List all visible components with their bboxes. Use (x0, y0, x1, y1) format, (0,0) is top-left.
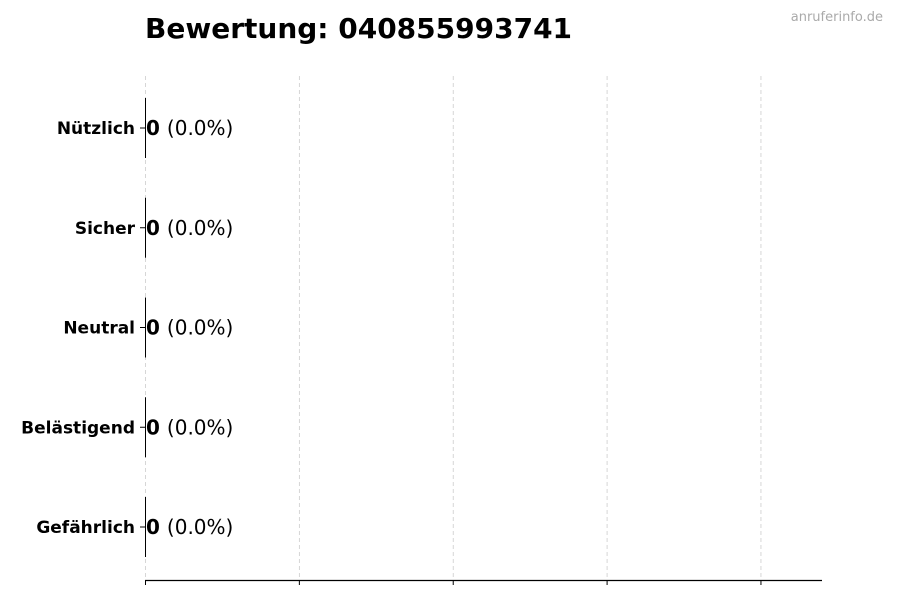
data-label-count: 0 (146, 316, 160, 340)
y-tick-label: Sicher (75, 219, 136, 239)
data-label: 0 (0.0%) (146, 116, 233, 140)
data-label-percent: (0.0%) (167, 116, 233, 140)
data-label: 0 (0.0%) (146, 316, 233, 340)
chart-title: Bewertung: 040855993741 (145, 12, 573, 45)
data-label-count: 0 (146, 216, 160, 240)
data-label-percent: (0.0%) (167, 515, 233, 539)
data-label-count: 0 (146, 515, 160, 539)
data-label-count: 0 (146, 116, 160, 140)
y-tick-label: Belästigend (21, 418, 135, 438)
data-label-percent: (0.0%) (167, 216, 233, 240)
data-label-count: 0 (146, 415, 160, 439)
watermark: anruferinfo.de (790, 10, 883, 25)
y-tick-label: Gefährlich (36, 518, 135, 538)
data-label: 0 (0.0%) (146, 515, 233, 539)
y-tick-label: Nützlich (57, 119, 135, 139)
y-tick-label: Neutral (63, 319, 135, 339)
data-label-percent: (0.0%) (167, 316, 233, 340)
data-label: 0 (0.0%) (146, 216, 233, 240)
data-label: 0 (0.0%) (146, 415, 233, 439)
data-label-percent: (0.0%) (167, 415, 233, 439)
